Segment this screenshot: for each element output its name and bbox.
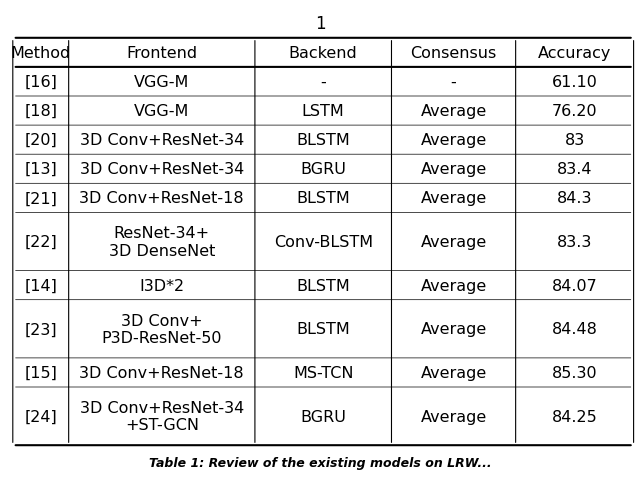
Text: [23]: [23]: [24, 322, 57, 336]
Text: 3D Conv+ResNet-18: 3D Conv+ResNet-18: [79, 365, 244, 380]
Text: 3D Conv+ResNet-34: 3D Conv+ResNet-34: [79, 162, 244, 177]
Text: Average: Average: [420, 104, 486, 119]
Text: -: -: [451, 75, 456, 90]
Text: MS-TCN: MS-TCN: [293, 365, 353, 380]
Text: 84.25: 84.25: [552, 409, 598, 424]
Text: Average: Average: [420, 409, 486, 424]
Text: 76.20: 76.20: [552, 104, 597, 119]
Text: BLSTM: BLSTM: [296, 133, 350, 148]
Text: 85.30: 85.30: [552, 365, 597, 380]
Text: I3D*2: I3D*2: [140, 278, 184, 293]
Text: BGRU: BGRU: [300, 162, 346, 177]
Text: 84.07: 84.07: [552, 278, 598, 293]
Text: 1: 1: [315, 15, 325, 32]
Text: -: -: [321, 75, 326, 90]
Text: BGRU: BGRU: [300, 409, 346, 424]
Text: 3D Conv+ResNet-34
+ST-GCN: 3D Conv+ResNet-34 +ST-GCN: [79, 400, 244, 432]
Text: BLSTM: BLSTM: [296, 322, 350, 336]
Text: Average: Average: [420, 162, 486, 177]
Text: Average: Average: [420, 322, 486, 336]
Text: VGG-M: VGG-M: [134, 75, 189, 90]
Text: Average: Average: [420, 235, 486, 249]
Text: Method: Method: [11, 46, 71, 60]
Text: [13]: [13]: [24, 162, 57, 177]
Text: Accuracy: Accuracy: [538, 46, 611, 60]
Text: Conv-BLSTM: Conv-BLSTM: [274, 235, 372, 249]
Text: BLSTM: BLSTM: [296, 191, 350, 206]
Text: [14]: [14]: [24, 278, 57, 293]
Text: 83.3: 83.3: [557, 235, 592, 249]
Text: Table 1: Review of the existing models on LRW...: Table 1: Review of the existing models o…: [148, 456, 492, 469]
Text: 61.10: 61.10: [552, 75, 598, 90]
Text: 3D Conv+ResNet-18: 3D Conv+ResNet-18: [79, 191, 244, 206]
Text: ResNet-34+
3D DenseNet: ResNet-34+ 3D DenseNet: [109, 226, 215, 258]
Text: 84.48: 84.48: [552, 322, 598, 336]
Text: LSTM: LSTM: [302, 104, 344, 119]
Text: 3D Conv+ResNet-34: 3D Conv+ResNet-34: [79, 133, 244, 148]
Text: [18]: [18]: [24, 104, 57, 119]
Text: Frontend: Frontend: [126, 46, 197, 60]
Text: VGG-M: VGG-M: [134, 104, 189, 119]
Text: [21]: [21]: [24, 191, 57, 206]
Text: Consensus: Consensus: [410, 46, 497, 60]
Text: Average: Average: [420, 278, 486, 293]
Text: 83.4: 83.4: [557, 162, 593, 177]
Text: Backend: Backend: [289, 46, 358, 60]
Text: Average: Average: [420, 133, 486, 148]
Text: [15]: [15]: [24, 365, 57, 380]
Text: [22]: [22]: [24, 235, 57, 249]
Text: [16]: [16]: [24, 75, 57, 90]
Text: 84.3: 84.3: [557, 191, 593, 206]
Text: 83: 83: [564, 133, 585, 148]
Text: [24]: [24]: [24, 409, 57, 424]
Text: [20]: [20]: [24, 133, 57, 148]
Text: Average: Average: [420, 191, 486, 206]
Text: Average: Average: [420, 365, 486, 380]
Text: 3D Conv+
P3D-ResNet-50: 3D Conv+ P3D-ResNet-50: [102, 313, 222, 345]
Text: BLSTM: BLSTM: [296, 278, 350, 293]
